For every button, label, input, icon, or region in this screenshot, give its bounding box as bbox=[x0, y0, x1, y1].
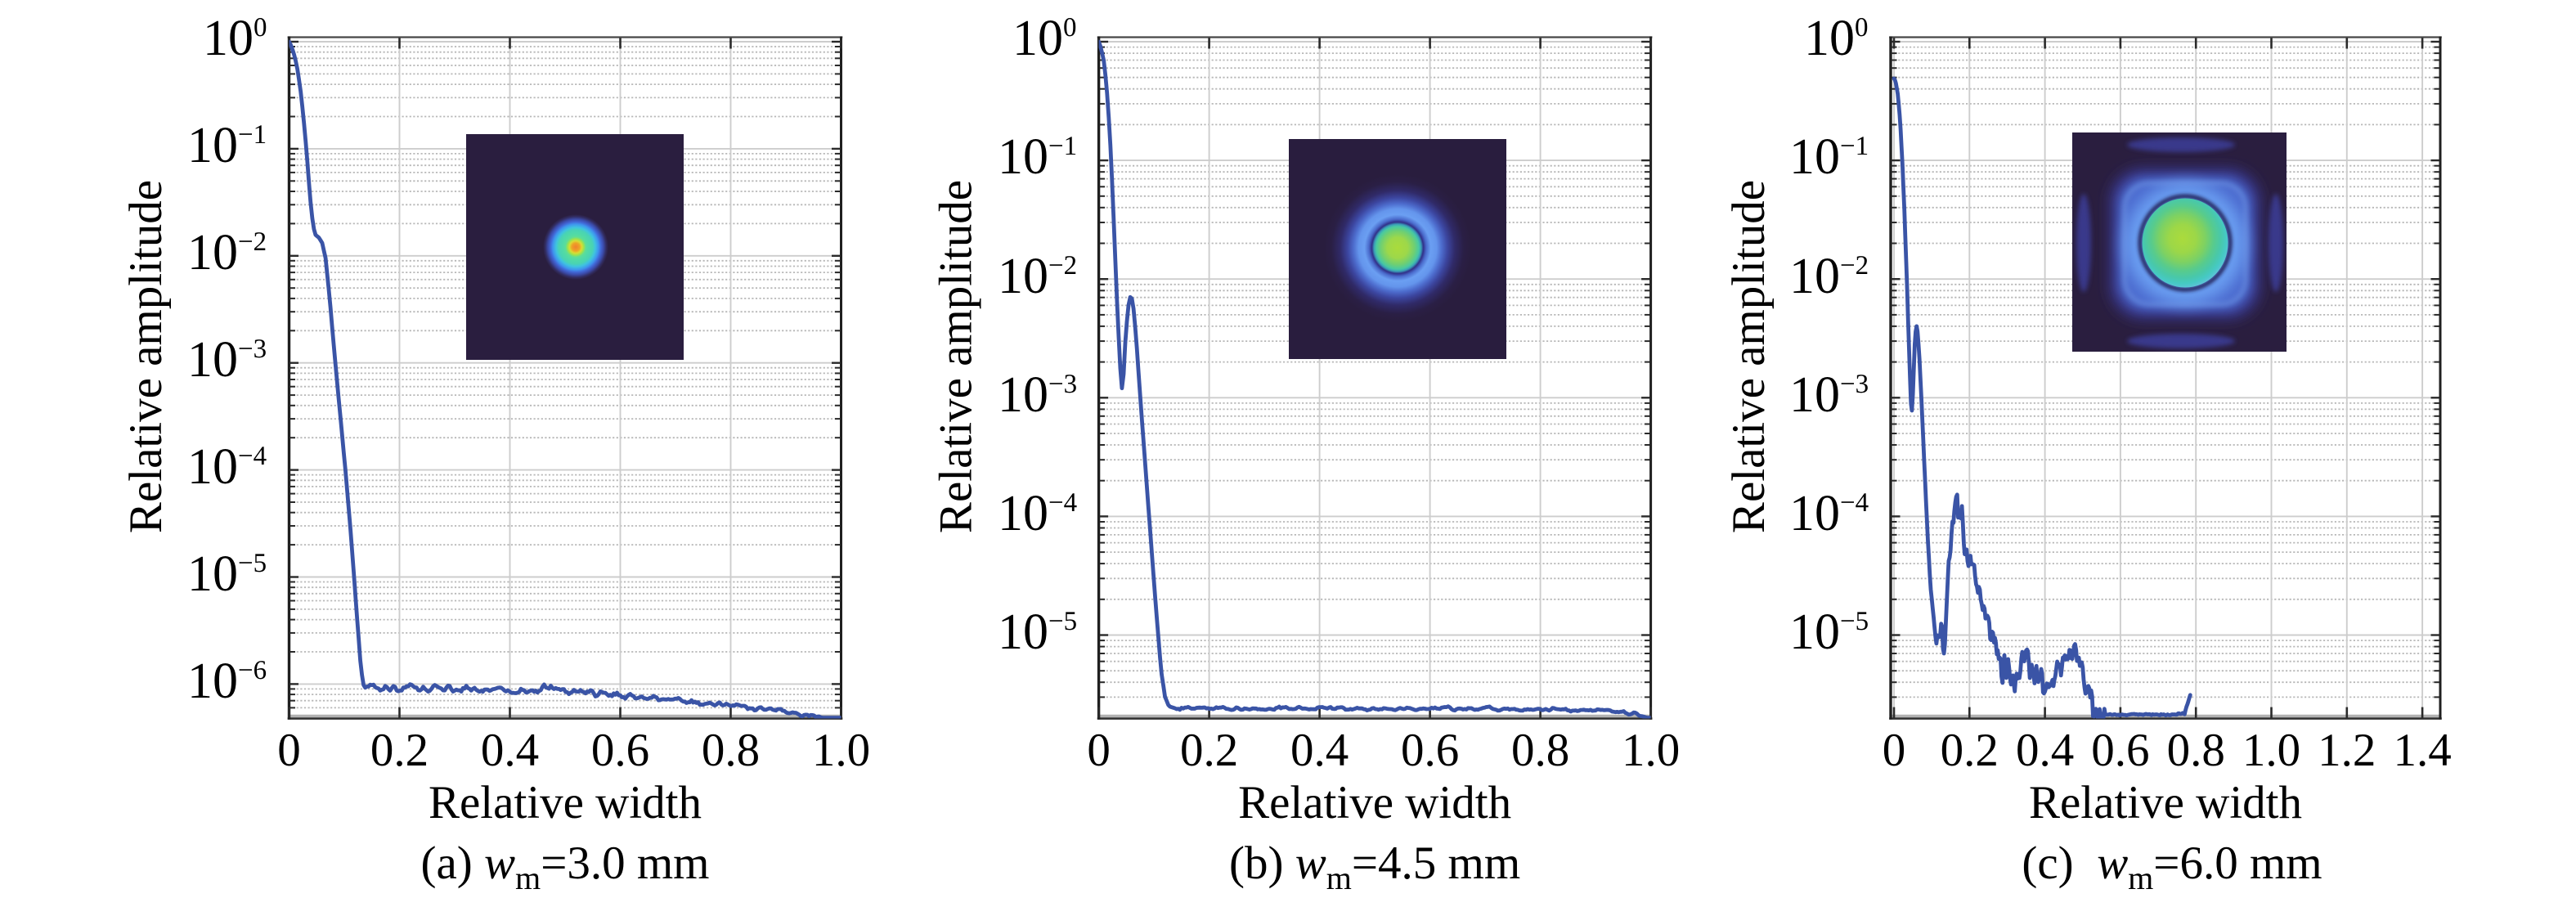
svg-text:0.4: 0.4 bbox=[481, 725, 539, 776]
svg-text:Relative amplitude: Relative amplitude bbox=[931, 180, 982, 533]
svg-text:10: 10 bbox=[1789, 604, 1840, 660]
svg-text:(a): (a) bbox=[421, 837, 485, 889]
svg-text:(c): (c) bbox=[2022, 837, 2097, 889]
svg-text:0: 0 bbox=[1087, 725, 1111, 776]
svg-text:0.2: 0.2 bbox=[1941, 725, 1999, 776]
svg-text:0.4: 0.4 bbox=[2016, 725, 2074, 776]
svg-text:1.0: 1.0 bbox=[2242, 725, 2300, 776]
svg-text:0.8: 0.8 bbox=[2167, 725, 2225, 776]
svg-text:10: 10 bbox=[1804, 11, 1855, 66]
svg-text:10: 10 bbox=[998, 604, 1048, 660]
svg-text:10: 10 bbox=[187, 546, 238, 602]
svg-text:Relative amplitude: Relative amplitude bbox=[120, 180, 172, 533]
svg-text:10: 10 bbox=[998, 129, 1048, 185]
svg-text:10: 10 bbox=[187, 332, 238, 388]
svg-text:Relative width: Relative width bbox=[1238, 777, 1511, 828]
svg-text:10: 10 bbox=[187, 118, 238, 173]
svg-text:10: 10 bbox=[187, 653, 238, 709]
svg-text:0.4: 0.4 bbox=[1290, 725, 1349, 776]
svg-text:10: 10 bbox=[1789, 129, 1840, 185]
svg-text:w: w bbox=[2097, 837, 2128, 889]
svg-text:10: 10 bbox=[998, 249, 1048, 304]
svg-text:=3.0 mm: =3.0 mm bbox=[541, 837, 709, 889]
svg-text:10: 10 bbox=[1789, 367, 1840, 423]
svg-text:Relative width: Relative width bbox=[2029, 777, 2302, 828]
svg-text:0.2: 0.2 bbox=[1180, 725, 1238, 776]
svg-text:10: 10 bbox=[1789, 486, 1840, 541]
svg-text:Relative width: Relative width bbox=[429, 777, 702, 828]
svg-text:1.0: 1.0 bbox=[812, 725, 870, 776]
svg-text:10: 10 bbox=[187, 225, 238, 281]
svg-text:10: 10 bbox=[203, 11, 254, 66]
svg-text:10: 10 bbox=[998, 367, 1048, 423]
svg-text:=6.0 mm: =6.0 mm bbox=[2153, 837, 2322, 889]
svg-text:0.8: 0.8 bbox=[1511, 725, 1569, 776]
svg-text:0: 0 bbox=[277, 725, 301, 776]
svg-text:10: 10 bbox=[1789, 249, 1840, 304]
svg-text:w: w bbox=[1295, 837, 1326, 889]
svg-text:10: 10 bbox=[187, 439, 238, 495]
svg-text:0.2: 0.2 bbox=[370, 725, 429, 776]
svg-text:0.6: 0.6 bbox=[2091, 725, 2149, 776]
svg-text:Relative amplitude: Relative amplitude bbox=[1723, 180, 1775, 533]
svg-text:(b): (b) bbox=[1229, 837, 1295, 889]
svg-text:0: 0 bbox=[1883, 725, 1906, 776]
svg-text:1.2: 1.2 bbox=[2318, 725, 2376, 776]
svg-text:10: 10 bbox=[1012, 11, 1063, 66]
svg-text:0.6: 0.6 bbox=[591, 725, 649, 776]
svg-text:1.4: 1.4 bbox=[2393, 725, 2451, 776]
svg-text:0.6: 0.6 bbox=[1401, 725, 1459, 776]
svg-text:=4.5 mm: =4.5 mm bbox=[1352, 837, 1520, 889]
svg-text:1.0: 1.0 bbox=[1622, 725, 1680, 776]
svg-text:0.8: 0.8 bbox=[702, 725, 760, 776]
svg-text:w: w bbox=[484, 837, 515, 889]
svg-text:10: 10 bbox=[998, 486, 1048, 541]
